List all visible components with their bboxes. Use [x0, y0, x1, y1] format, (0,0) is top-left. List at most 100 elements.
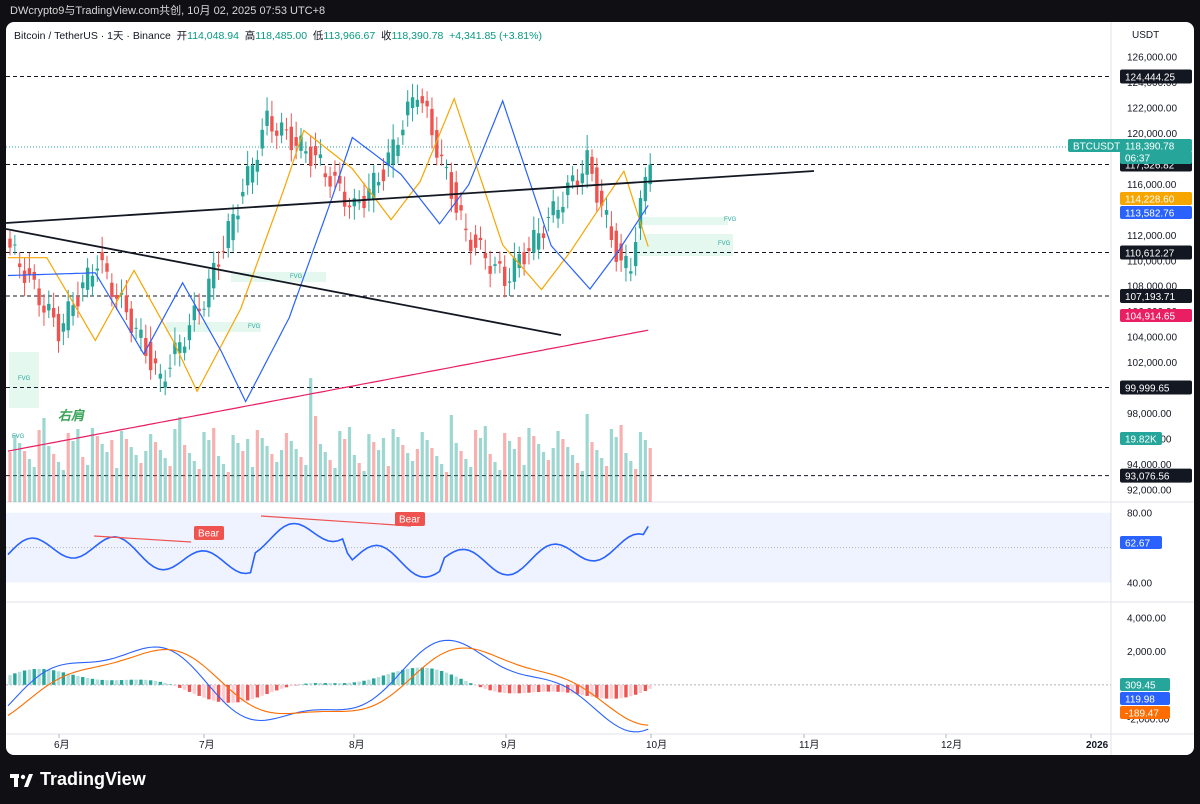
price-chart[interactable]: USDT 126,000.00 124,000.00 122,000.00 120,00… [6, 22, 1194, 755]
macd-histogram-bar [454, 676, 458, 685]
chart-area[interactable]: USDT 126,000.00 124,000.00 122,000.00 120,00… [6, 22, 1194, 755]
time-tick-label: 11月 [799, 739, 819, 751]
volume-bar [338, 431, 342, 502]
volume-bar [614, 437, 618, 502]
tradingview-logo[interactable]: TradingView [10, 769, 146, 790]
macd-histogram-bar [207, 684, 211, 700]
volume-bar [119, 431, 124, 502]
candle-body [396, 144, 400, 157]
candle-body [250, 165, 255, 183]
candle-body [158, 373, 163, 379]
volume-bar [81, 457, 85, 502]
macd-value-label: 119.98 [1125, 695, 1155, 706]
macd-histogram-bar [8, 675, 12, 685]
volume-bar [343, 439, 347, 502]
macd-histogram-bar [71, 674, 75, 685]
candle-body [129, 308, 133, 333]
macd-histogram-bar [600, 684, 604, 699]
macd-histogram-bar [294, 684, 298, 686]
macd-histogram-bar [643, 684, 648, 692]
volume-bar [90, 428, 95, 502]
candle-body [469, 239, 473, 252]
macd-histogram-bar [18, 671, 22, 685]
candle-body [212, 262, 216, 289]
macd-histogram-bar [173, 684, 177, 687]
candle-body [372, 172, 376, 200]
symbol-name: Bitcoin / TetherUS · 1天 · Binance [14, 30, 171, 42]
volume-bar [372, 442, 376, 502]
candle-body [527, 248, 531, 252]
volume-bar [231, 435, 235, 502]
price-tick-label: 116,000.00 [1127, 180, 1177, 191]
fvg-label: FVG [18, 376, 31, 382]
volume-bar [483, 426, 487, 502]
open-value: 114,048.94 [187, 30, 239, 42]
candle-body [323, 173, 327, 178]
macd-histogram-bar [566, 684, 570, 693]
bear-divergence-line [93, 535, 192, 543]
price-tag-label: 06:37 [1125, 154, 1150, 165]
macd-histogram-bar [192, 684, 196, 694]
volume-bar [76, 429, 80, 502]
bear-signal-label: Bear [198, 529, 220, 540]
candle-body [202, 308, 206, 310]
candle-body [532, 229, 536, 253]
candle-body [313, 145, 318, 156]
open-label: 开 [176, 30, 188, 42]
price-tag-label: 19.82K [1125, 435, 1157, 446]
macd-histogram-bar [100, 679, 104, 685]
volume-bar [517, 437, 521, 502]
candle-body [245, 166, 250, 186]
candle-body [517, 254, 521, 269]
macd-histogram-bar [250, 684, 255, 700]
volume-bar [100, 444, 104, 502]
candle-body [401, 129, 405, 136]
macd-histogram-bar [85, 678, 90, 685]
tradingview-logo-text: TradingView [40, 769, 146, 789]
candle-body [624, 255, 628, 269]
candle-body [22, 270, 27, 283]
macd-histogram-bar [352, 682, 357, 685]
price-tag [1120, 309, 1192, 322]
macd-histogram-bar [144, 679, 148, 685]
level-price-label: 93,076.56 [1125, 472, 1170, 483]
price-tag [1120, 151, 1192, 164]
macd-histogram-bar [536, 684, 541, 693]
macd-histogram-bar [119, 680, 124, 685]
candle-body [110, 282, 114, 297]
candle-body [512, 257, 517, 282]
candle-body [294, 137, 298, 146]
volume-bar [556, 431, 560, 502]
candle-body [318, 154, 323, 159]
volume-bar [153, 442, 158, 502]
volume-bar [260, 438, 264, 502]
candle-body [609, 226, 614, 240]
volume-bar [318, 444, 322, 502]
candle-body [357, 201, 361, 203]
candle-body [221, 251, 226, 253]
candle-body [139, 329, 143, 338]
volume-bar [309, 378, 313, 502]
volume-bar [37, 430, 41, 502]
candle-body [124, 295, 129, 313]
macd-histogram-bar [357, 681, 361, 685]
macd-value-label: 309.45 [1125, 681, 1156, 692]
candle-body [178, 342, 182, 354]
bear-signal-tag [194, 526, 224, 540]
candle-body [444, 167, 449, 169]
macd-histogram-bar [236, 684, 240, 703]
macd-histogram-bar [362, 680, 366, 685]
level-price-label: 124,444.25 [1125, 73, 1175, 84]
macd-histogram-bar [396, 671, 400, 685]
macd-value-tag [1120, 692, 1170, 705]
macd-histogram-bar [299, 684, 303, 685]
macd-histogram-bar [56, 671, 61, 685]
macd-histogram-bar [304, 683, 308, 685]
candle-body [333, 171, 337, 176]
candle-body [629, 271, 633, 274]
candle-body [81, 282, 85, 289]
candle-body [464, 228, 468, 231]
macd-histogram-bar [503, 684, 507, 693]
price-tag [1120, 432, 1162, 445]
volume-bar [32, 467, 36, 502]
